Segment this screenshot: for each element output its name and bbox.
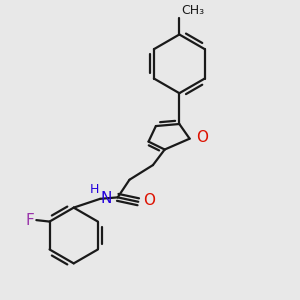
Text: F: F: [26, 213, 34, 228]
Text: H: H: [89, 183, 99, 196]
Text: O: O: [196, 130, 208, 145]
Text: O: O: [143, 193, 155, 208]
Text: CH₃: CH₃: [181, 4, 204, 17]
Text: N: N: [101, 191, 112, 206]
